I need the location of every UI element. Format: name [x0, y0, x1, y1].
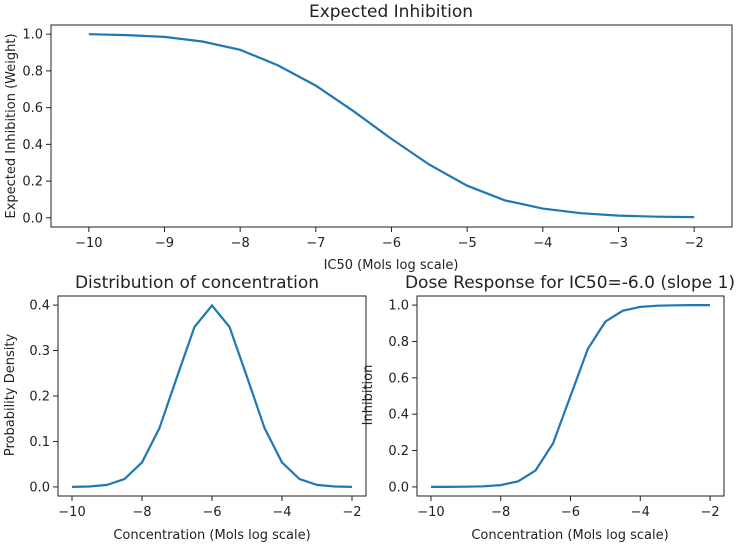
y-tick-label: 0.4 — [29, 299, 50, 314]
x-tick-label: −2 — [685, 236, 704, 251]
x-ticks: −10 −8 −6 −4 −2 — [58, 496, 362, 520]
series-line — [71, 303, 353, 488]
y-tick-label: 1.0 — [388, 299, 409, 314]
x-tick-label: −10 — [75, 236, 102, 251]
plot-frame — [50, 24, 733, 228]
y-tick-label: 0.4 — [22, 138, 43, 153]
y-tick-label: 0.1 — [29, 435, 50, 450]
x-tick-label: −3 — [609, 236, 628, 251]
series-marks — [88, 33, 695, 219]
y-tick-label: 0.4 — [388, 408, 409, 423]
x-tick-label: −8 — [231, 236, 250, 251]
y-ticks: 0.0 0.2 0.4 0.6 0.8 1.0 — [388, 299, 417, 495]
x-tick-label: −6 — [382, 236, 401, 251]
y-tick-label: 0.2 — [22, 175, 43, 190]
x-tick-label: −8 — [491, 505, 510, 520]
y-tick-label: 0.6 — [388, 371, 409, 386]
y-axis-label: Expected Inhibition (Weight) — [4, 33, 19, 218]
series-line — [431, 304, 710, 488]
series-line — [88, 33, 695, 219]
x-tick-label: −10 — [417, 505, 444, 520]
y-tick-label: 0.0 — [22, 211, 43, 226]
x-tick-label: −9 — [155, 236, 174, 251]
x-tick-label: −6 — [561, 505, 580, 520]
y-tick-label: 0.2 — [29, 390, 50, 405]
y-tick-label: 0.0 — [29, 480, 50, 495]
chart-title: Distribution of concentration — [75, 273, 319, 293]
y-tick-label: 0.3 — [29, 344, 50, 359]
chart-title: Dose Response for IC50=-6.0 (slope 1) — [405, 273, 735, 293]
x-ticks: −10 −8 −6 −4 −2 — [417, 496, 720, 520]
y-ticks: 0.0 0.1 0.2 0.3 0.4 — [29, 299, 58, 495]
y-axis-label: Probability Density — [3, 334, 18, 457]
x-axis-label: Concentration (Mols log scale) — [471, 528, 668, 543]
concentration-distribution-chart: Distribution of concentration Concentrat… — [3, 273, 367, 543]
y-axis-label: Inhibition — [361, 365, 376, 426]
x-tick-label: −2 — [342, 505, 361, 520]
x-tick-label: −2 — [700, 505, 719, 520]
y-tick-label: 0.8 — [22, 64, 43, 79]
x-tick-label: −4 — [533, 236, 552, 251]
x-tick-label: −6 — [202, 505, 221, 520]
x-tick-label: −10 — [58, 505, 85, 520]
x-ticks: −10 −9 −8 −7 −6 −5 −4 −3 −2 — [75, 227, 704, 251]
plot-frame — [57, 295, 367, 497]
x-tick-label: −5 — [458, 236, 477, 251]
dose-response-chart: Dose Response for IC50=-6.0 (slope 1) Co… — [361, 273, 735, 543]
y-tick-label: 0.2 — [388, 444, 409, 459]
x-tick-label: −4 — [272, 505, 291, 520]
x-axis-label: Concentration (Mols log scale) — [113, 528, 310, 543]
y-tick-label: 0.0 — [388, 480, 409, 495]
series-marks — [71, 303, 353, 488]
x-tick-label: −8 — [132, 505, 151, 520]
x-axis-label: IC50 (Mols log scale) — [324, 258, 459, 273]
y-tick-label: 0.6 — [22, 101, 43, 116]
x-tick-label: −7 — [306, 236, 325, 251]
y-ticks: 0.0 0.2 0.4 0.6 0.8 1.0 — [22, 28, 51, 226]
y-tick-label: 0.8 — [388, 335, 409, 350]
x-tick-label: −4 — [631, 505, 650, 520]
series-marks — [431, 304, 710, 488]
expected-inhibition-chart: Expected Inhibition IC50 (Mols log scale… — [4, 2, 733, 273]
y-tick-label: 1.0 — [22, 28, 43, 43]
chart-title: Expected Inhibition — [309, 2, 473, 22]
